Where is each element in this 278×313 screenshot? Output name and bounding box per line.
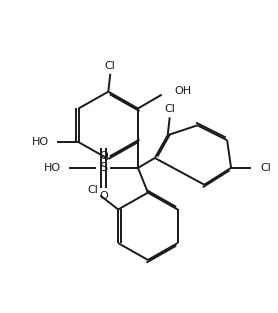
Text: Cl: Cl: [261, 163, 272, 173]
Text: S: S: [99, 162, 108, 174]
Text: Cl: Cl: [105, 61, 116, 71]
Text: OH: OH: [175, 86, 192, 96]
Text: HO: HO: [44, 163, 61, 173]
Text: O: O: [99, 191, 108, 201]
Text: Cl: Cl: [164, 105, 175, 115]
Text: Cl: Cl: [87, 185, 98, 195]
Text: O: O: [99, 151, 108, 161]
Text: HO: HO: [32, 137, 49, 147]
